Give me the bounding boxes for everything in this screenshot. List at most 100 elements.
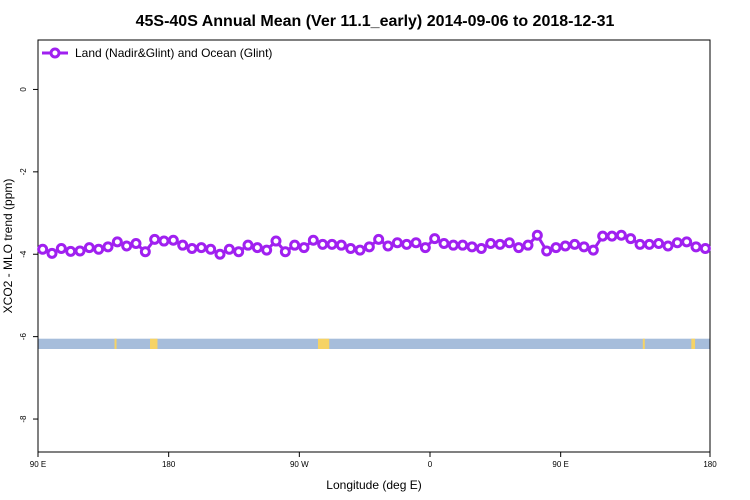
- ocean-band: [38, 338, 710, 349]
- data-point: [634, 238, 646, 250]
- data-point: [289, 239, 301, 251]
- data-point: [606, 230, 618, 242]
- data-point: [643, 238, 655, 250]
- data-point: [391, 237, 403, 249]
- data-point: [354, 244, 366, 256]
- data-point: [475, 242, 487, 254]
- data-point: [195, 242, 207, 254]
- data-point: [102, 241, 114, 253]
- data-point: [317, 238, 329, 250]
- data-point: [653, 238, 665, 250]
- data-point: [177, 239, 189, 251]
- data-point: [681, 236, 693, 248]
- data-point: [457, 239, 469, 251]
- data-point: [541, 245, 553, 257]
- data-point: [447, 239, 459, 251]
- y-axis: 0 -2 -4 -6 -8: [19, 87, 38, 423]
- land-segment: [150, 338, 158, 349]
- data-point: [419, 242, 431, 254]
- data-point: [373, 233, 385, 245]
- x-tick-label: 90 E: [552, 460, 568, 469]
- y-tick-label: -8: [19, 415, 28, 423]
- y-axis-label: XCO2 - MLO trend (ppm): [1, 179, 15, 314]
- data-point: [65, 245, 77, 257]
- data-point: [662, 240, 674, 252]
- series-line-group: [37, 229, 711, 260]
- data-point: [345, 242, 357, 254]
- data-point: [559, 240, 571, 252]
- data-point: [242, 239, 254, 251]
- y-tick-label: -2: [19, 168, 28, 176]
- data-point: [531, 229, 543, 241]
- data-point: [261, 244, 273, 256]
- data-point: [83, 242, 95, 254]
- legend-marker: [49, 47, 61, 59]
- data-point: [251, 242, 263, 254]
- x-tick-label: 90 E: [30, 460, 46, 469]
- data-point: [671, 237, 683, 249]
- data-point: [223, 243, 235, 255]
- data-point: [401, 238, 413, 250]
- data-point: [93, 243, 105, 255]
- data-point: [410, 237, 422, 249]
- data-point: [139, 246, 151, 258]
- data-point: [326, 238, 338, 250]
- data-point: [149, 233, 161, 245]
- legend-label: Land (Nadir&Glint) and Ocean (Glint): [75, 46, 272, 60]
- data-point: [158, 235, 170, 247]
- data-point: [503, 237, 515, 249]
- data-point: [214, 248, 226, 260]
- data-point: [494, 238, 506, 250]
- data-point: [279, 246, 291, 258]
- land-segment: [691, 338, 696, 349]
- data-point: [466, 241, 478, 253]
- land-segment: [114, 338, 117, 349]
- data-point: [513, 242, 525, 254]
- x-tick-label: 180: [703, 460, 717, 469]
- data-point: [625, 233, 637, 245]
- data-point: [569, 238, 581, 250]
- data-point: [233, 246, 245, 258]
- land-segment: [318, 338, 330, 349]
- data-point: [186, 242, 198, 254]
- data-point: [167, 234, 179, 246]
- data-point: [699, 242, 711, 254]
- data-point: [121, 240, 133, 252]
- data-point: [597, 230, 609, 242]
- x-tick-label: 90 W: [290, 460, 309, 469]
- surface-band: [38, 338, 710, 349]
- data-point: [363, 241, 375, 253]
- y-tick-label: -6: [19, 333, 28, 341]
- data-point: [37, 243, 49, 255]
- data-point: [205, 243, 217, 255]
- data-point: [587, 244, 599, 256]
- data-point: [74, 245, 86, 257]
- data-point: [307, 234, 319, 246]
- data-point: [46, 247, 58, 259]
- data-point: [578, 241, 590, 253]
- data-point: [690, 241, 702, 253]
- data-point: [270, 235, 282, 247]
- legend: Land (Nadir&Glint) and Ocean (Glint): [42, 46, 272, 60]
- data-point: [429, 233, 441, 245]
- data-point: [485, 238, 497, 250]
- data-point: [298, 242, 310, 254]
- data-point: [438, 238, 450, 250]
- x-axis: 90 E 180 90 W 0 90 E 180: [30, 452, 717, 469]
- x-axis-label: Longitude (deg E): [326, 478, 421, 492]
- data-point: [382, 240, 394, 252]
- y-tick-label: 0: [19, 87, 28, 92]
- data-point: [615, 229, 627, 241]
- data-point: [550, 242, 562, 254]
- x-tick-label: 180: [162, 460, 176, 469]
- data-point: [55, 242, 67, 254]
- data-point: [111, 236, 123, 248]
- data-point: [335, 239, 347, 251]
- y-tick-label: -4: [19, 250, 28, 258]
- data-point: [522, 239, 534, 251]
- land-segment: [642, 338, 645, 349]
- x-tick-label: 0: [428, 460, 433, 469]
- data-point: [130, 238, 142, 250]
- chart-title: 45S-40S Annual Mean (Ver 11.1_early) 201…: [136, 13, 615, 30]
